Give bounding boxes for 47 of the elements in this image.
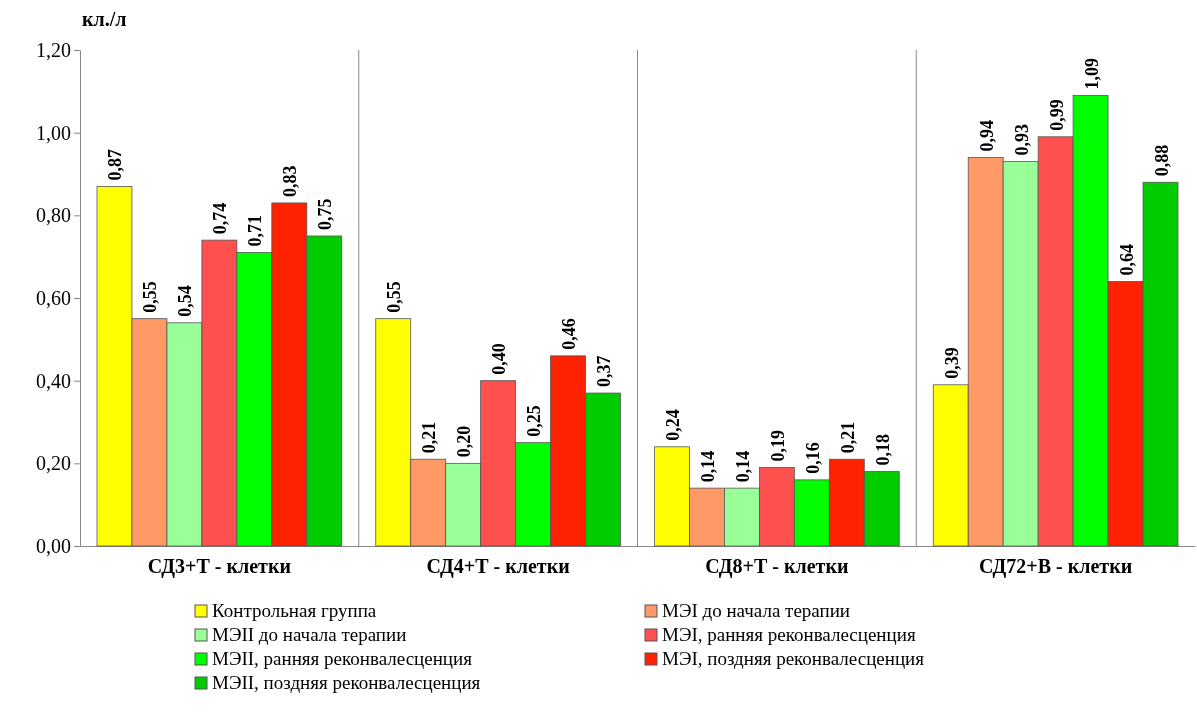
x-tick-label: СД8+Т - клетки (705, 555, 849, 578)
y-tick-label: 0,20 (36, 452, 71, 475)
y-tick-label: 0,60 (36, 286, 71, 309)
legend-label: МЭII, ранняя реконвалесценция (212, 648, 473, 669)
legend-label: МЭI, ранняя реконвалесценция (662, 624, 916, 645)
data-label: 0,21 (419, 421, 440, 454)
data-label: 0,24 (662, 409, 683, 441)
data-label: 0,20 (454, 425, 475, 458)
data-label: 0,71 (245, 215, 266, 247)
data-label: 0,46 (559, 318, 580, 350)
x-tick-label: СД3+Т - клетки (147, 555, 291, 578)
data-label: 0,55 (384, 281, 405, 313)
y-tick-label: 0,40 (36, 369, 71, 392)
x-tick-label: СД4+Т - клетки (426, 555, 570, 578)
legend-label: Контрольная группа (212, 600, 377, 621)
data-label: 0,99 (1046, 99, 1067, 131)
data-label: 0,16 (802, 442, 823, 474)
data-label: 1,09 (1081, 57, 1102, 90)
y-tick-label: 0,80 (36, 204, 71, 227)
data-label: 0,37 (594, 355, 615, 388)
data-label: 0,21 (837, 421, 858, 454)
data-label: 0,18 (872, 434, 893, 466)
data-label: 0,75 (315, 198, 336, 230)
data-label: 0,64 (1116, 243, 1137, 276)
data-label: 0,88 (1151, 144, 1172, 177)
data-label: 0,93 (1011, 124, 1032, 156)
data-label: 0,14 (732, 450, 753, 483)
data-label: 0,87 (105, 148, 126, 181)
y-tick-label: 0,00 (36, 534, 71, 557)
legend-label: МЭII до начала терапии (212, 624, 407, 645)
data-label: 0,74 (210, 202, 231, 235)
legend-label: МЭI, поздняя реконвалесценция (662, 648, 925, 669)
y-axis-title: кл./л (82, 8, 127, 30)
data-label: 0,25 (524, 405, 545, 437)
x-tick-label: СД72+В - клетки (979, 555, 1133, 578)
y-tick-label: 1,00 (36, 121, 71, 144)
data-label: 0,83 (280, 165, 301, 197)
data-label: 0,94 (976, 119, 997, 152)
data-label: 0,54 (175, 285, 196, 317)
data-label: 0,14 (697, 450, 718, 483)
legend-label: МЭI до начала терапии (662, 600, 851, 621)
data-label: 0,40 (489, 343, 510, 375)
data-label: 0,55 (140, 281, 161, 313)
legend-label: МЭII, поздняя реконвалесценция (212, 672, 481, 693)
data-label: 0,39 (941, 347, 962, 379)
data-label: 0,19 (767, 429, 788, 462)
y-tick-label: 1,20 (36, 38, 71, 61)
